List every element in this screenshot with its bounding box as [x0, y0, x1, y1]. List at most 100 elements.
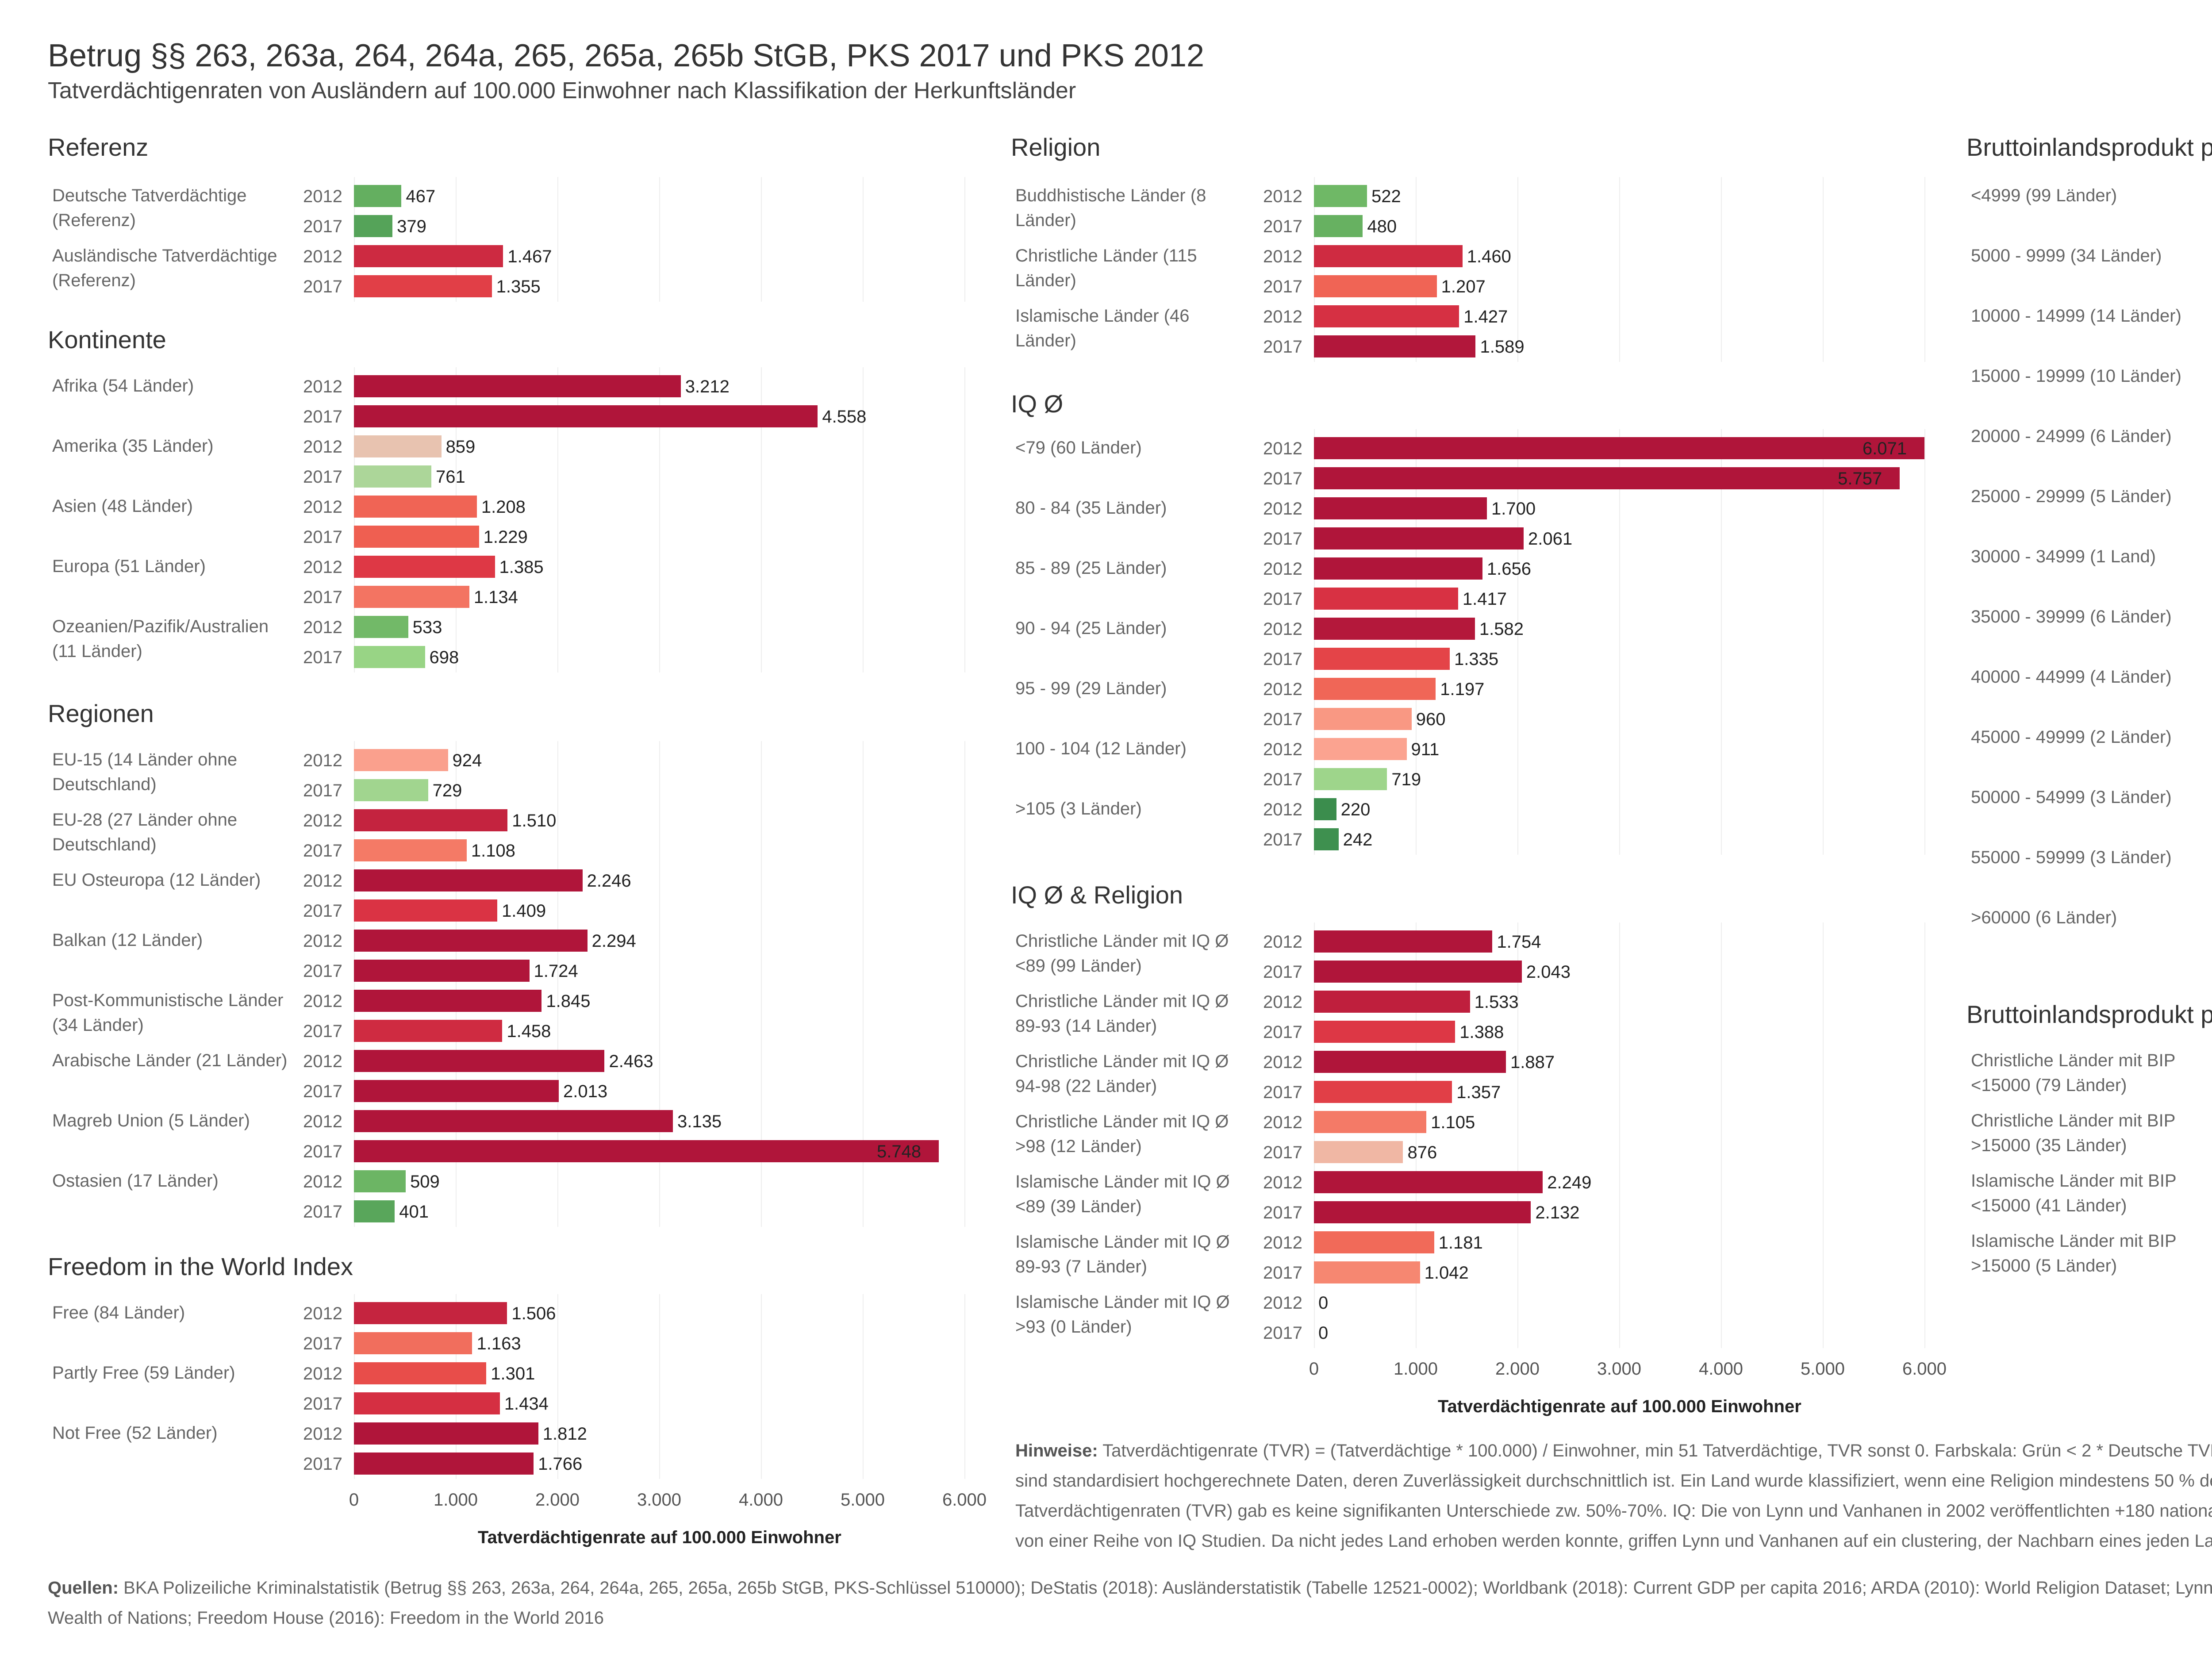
bar-2012[interactable] [1314, 678, 1436, 700]
bar-2017[interactable] [354, 839, 467, 861]
bar-2017[interactable] [354, 275, 492, 297]
x-tick-label: 3.000 [1597, 1359, 1642, 1379]
bar-2017[interactable] [354, 1200, 395, 1222]
bar-2017[interactable] [354, 779, 428, 801]
value-label: 1.301 [491, 1364, 535, 1383]
bar-2012[interactable] [1314, 618, 1475, 640]
bar-2017[interactable] [354, 215, 393, 237]
year-label: 2012 [303, 1112, 342, 1131]
bar-2012[interactable] [1314, 738, 1407, 760]
bar-2012[interactable] [1314, 557, 1482, 580]
bar-2012[interactable] [354, 1302, 507, 1324]
bar-2012[interactable] [354, 809, 508, 831]
bar-2012[interactable] [1314, 305, 1459, 327]
bar-2012[interactable] [1314, 245, 1463, 267]
year-label: 2012 [1263, 559, 1302, 579]
bar-2012[interactable] [1314, 1051, 1506, 1073]
bar-2012[interactable] [354, 435, 442, 457]
bar-2017[interactable] [1314, 1021, 1455, 1043]
year-label: 2017 [303, 841, 342, 861]
bar-2012[interactable] [354, 749, 448, 771]
bar-2012[interactable] [1314, 185, 1367, 207]
bar-2012[interactable] [1314, 930, 1493, 953]
bar-2012[interactable] [354, 185, 402, 207]
x-axis-title: Tatverdächtigenrate auf 100.000 Einwohne… [1438, 1397, 1801, 1416]
bar-2017[interactable] [1314, 1261, 1420, 1283]
bar-2017[interactable] [354, 1332, 472, 1354]
category-label: Buddhistische Länder (8 Länder) [1015, 186, 1206, 230]
bar-2017[interactable] [1314, 588, 1458, 610]
bar-2017[interactable] [1314, 335, 1476, 357]
bar-2012[interactable] [354, 869, 583, 891]
bar-2012[interactable] [1314, 991, 1470, 1013]
bar-2017[interactable] [354, 526, 479, 548]
bar-2017[interactable] [354, 1140, 939, 1162]
bar-2012[interactable] [354, 1170, 406, 1192]
bar-2012[interactable] [354, 496, 477, 518]
bar-2012[interactable] [1314, 497, 1487, 519]
gridline [1314, 429, 1315, 855]
bar-2012[interactable] [1314, 437, 1924, 459]
bar-2012[interactable] [354, 245, 503, 267]
bar-2012[interactable] [354, 1110, 673, 1132]
gridline [456, 1294, 457, 1479]
bar-2017[interactable] [354, 899, 498, 922]
bar-2017[interactable] [1314, 527, 1524, 549]
bar-2012[interactable] [354, 556, 495, 578]
value-label: 3.212 [685, 377, 730, 396]
value-label: 1.207 [1441, 277, 1486, 296]
year-label: 2017 [1263, 1323, 1302, 1343]
bar-2012[interactable] [1314, 798, 1336, 820]
bar-2017[interactable] [354, 465, 432, 488]
bar-2017[interactable] [1314, 467, 1900, 489]
bar-2017[interactable] [354, 1020, 503, 1042]
bar-2012[interactable] [354, 1050, 605, 1072]
year-label: 2017 [1263, 649, 1302, 669]
chart-title: Bruttoinlandsprodukt pro Einwohner (Curr… [1966, 1000, 2212, 1028]
bar-2017[interactable] [1314, 961, 1522, 983]
bar-2017[interactable] [1314, 708, 1412, 730]
value-label: 6.071 [1863, 439, 1907, 458]
category-label: 45000 - 49999 (2 Länder) [1971, 727, 2172, 747]
bar-2012[interactable] [1314, 1111, 1427, 1133]
bar-2017[interactable] [1314, 768, 1387, 790]
bar-2017[interactable] [354, 960, 530, 982]
gridline [1823, 922, 1824, 1348]
bar-2017[interactable] [354, 1080, 559, 1102]
bar-2017[interactable] [1314, 828, 1339, 850]
bar-2012[interactable] [354, 1362, 487, 1384]
value-label: 1.427 [1463, 307, 1508, 327]
value-label: 1.229 [483, 527, 528, 547]
year-label: 2017 [303, 648, 342, 667]
bar-2017[interactable] [1314, 648, 1450, 670]
bar-2017[interactable] [354, 586, 469, 608]
value-label: 533 [412, 618, 442, 637]
x-tick-label: 0 [1309, 1359, 1319, 1379]
category-label: Magreb Union (5 Länder) [52, 1111, 250, 1130]
value-label: 2.294 [591, 931, 636, 951]
value-label: 379 [397, 217, 426, 236]
year-label: 2012 [303, 751, 342, 770]
category-label: Arabische Länder (21 Länder) [52, 1051, 288, 1070]
sources-label: Quellen: [48, 1578, 119, 1598]
bar-2017[interactable] [1314, 275, 1437, 297]
bar-2012[interactable] [354, 990, 542, 1012]
value-label: 1.724 [534, 961, 578, 981]
bar-2017[interactable] [1314, 1081, 1452, 1103]
bar-2012[interactable] [354, 375, 681, 397]
bar-2012[interactable] [1314, 1171, 1543, 1193]
bar-2012[interactable] [1314, 1231, 1434, 1253]
bar-2017[interactable] [1314, 215, 1363, 237]
bar-2017[interactable] [1314, 1201, 1531, 1223]
bar-2017[interactable] [354, 405, 818, 427]
x-tick-label: 5.000 [1800, 1359, 1845, 1379]
bar-2017[interactable] [354, 1452, 534, 1475]
bar-2012[interactable] [354, 616, 408, 638]
year-label: 2012 [1263, 307, 1302, 327]
bar-2012[interactable] [354, 930, 588, 952]
year-label: 2017 [303, 961, 342, 981]
bar-2012[interactable] [354, 1422, 538, 1445]
bar-2017[interactable] [354, 1392, 500, 1414]
bar-2017[interactable] [1314, 1141, 1403, 1163]
bar-2017[interactable] [354, 646, 425, 668]
